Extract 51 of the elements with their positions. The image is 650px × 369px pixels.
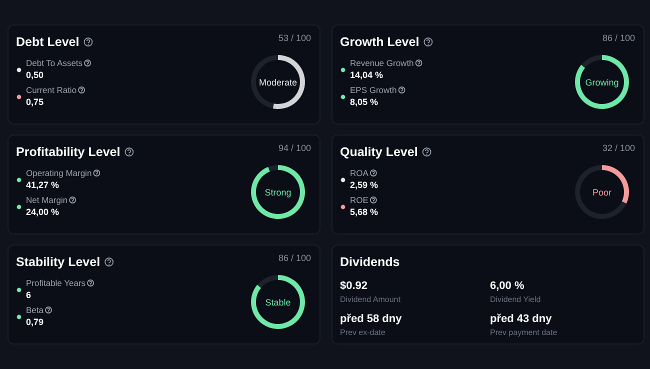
text: Poor <box>592 188 612 198</box>
text: Dividend Yield <box>490 295 541 304</box>
donut-slice <box>251 275 305 329</box>
text: Debt Level <box>16 35 80 49</box>
text: Dividends <box>340 255 400 269</box>
text: 0,79 <box>26 317 44 327</box>
text: ROA <box>350 168 369 178</box>
text: 0,75 <box>26 97 44 107</box>
donut-slice <box>575 55 629 109</box>
text: EPS Growth <box>350 85 398 95</box>
chart-subtitle: 32 / 100 <box>602 143 635 153</box>
text: Growing <box>585 78 619 88</box>
text: Revenue Growth <box>350 58 414 68</box>
donut-slice <box>268 165 278 172</box>
text: 5,68 % <box>350 207 378 217</box>
text: Prev ex-date <box>340 328 386 337</box>
text: 24,00 % <box>26 207 60 217</box>
text: 2,59 % <box>350 180 378 190</box>
text: 6 <box>26 290 32 300</box>
text: Operating Margin <box>26 168 92 178</box>
text: Profitability Level <box>16 145 120 159</box>
donut-slice <box>575 165 626 219</box>
text: Profitable Years <box>26 278 86 288</box>
text: před 58 dny <box>340 313 403 325</box>
text: Net Margin <box>26 195 68 205</box>
text: Strong <box>264 188 292 198</box>
text: před 43 dny <box>490 313 553 325</box>
text: 41,27 % <box>26 180 60 190</box>
text: Current Ratio <box>26 85 77 95</box>
chart-subtitle: 86 / 100 <box>602 33 635 43</box>
text: Growth Level <box>340 35 420 49</box>
text: Beta <box>26 305 44 315</box>
chart-subtitle: 86 / 100 <box>278 253 311 263</box>
text: Quality Level <box>340 145 418 159</box>
text: Stability Level <box>16 255 100 269</box>
text: 0,50 <box>26 70 44 80</box>
text: Debt To Assets <box>26 58 83 68</box>
text: Moderate <box>258 78 298 88</box>
donut-slice <box>581 55 602 68</box>
donut-slice <box>251 165 305 219</box>
text: Dividend Amount <box>340 295 402 304</box>
donut-slice <box>257 275 278 288</box>
text: 6,00 % <box>490 280 524 292</box>
text: Prev payment date <box>490 328 558 337</box>
chart-subtitle: 94 / 100 <box>278 143 311 153</box>
text: 8,05 % <box>350 97 378 107</box>
text: ROE <box>350 195 369 205</box>
text: $0.92 <box>340 280 368 292</box>
text: Stable <box>265 298 291 308</box>
chart-subtitle: 53 / 100 <box>278 33 311 43</box>
text: 14,04 % <box>350 70 384 80</box>
